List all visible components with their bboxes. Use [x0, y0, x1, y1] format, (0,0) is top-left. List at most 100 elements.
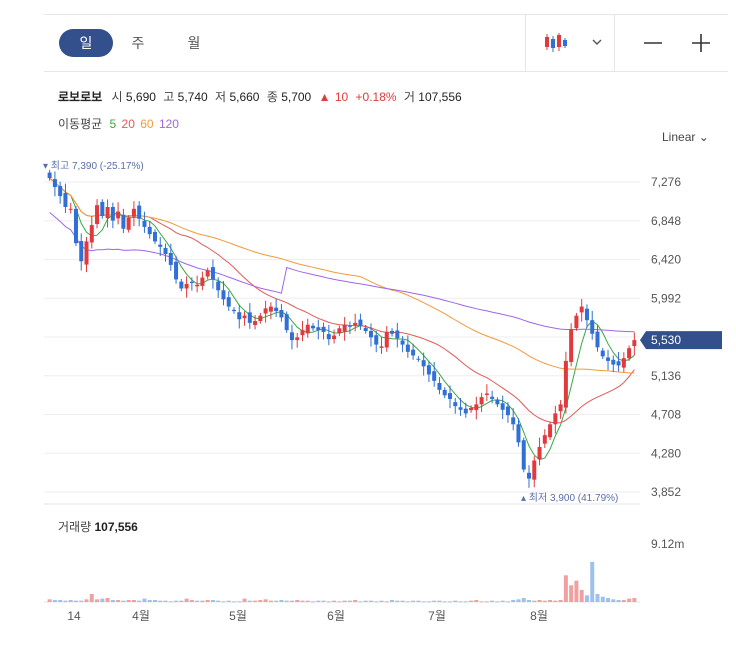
candle-body	[168, 252, 173, 265]
candle-body	[463, 408, 468, 414]
volume-bar	[358, 601, 363, 603]
candle-body	[237, 312, 242, 320]
candle-body	[258, 315, 263, 322]
volume-bar	[395, 600, 400, 602]
candle-body	[421, 360, 426, 367]
candle-body	[332, 335, 337, 340]
volume-bar	[189, 599, 194, 602]
candle-body	[395, 330, 400, 339]
volume-panel-value: 107,556	[94, 520, 138, 534]
volume-bar	[79, 600, 84, 602]
y-tick-label: 7,276	[651, 175, 681, 189]
ma-legend: 이동평균 5 20 60 120	[58, 115, 183, 132]
candle-body	[200, 277, 205, 286]
volume-bar	[100, 598, 105, 602]
volume-bar	[590, 561, 595, 602]
candle-body	[347, 325, 352, 327]
volume-bar	[353, 599, 358, 602]
candle-body	[311, 325, 316, 329]
candle-body	[152, 231, 157, 242]
candle-body	[527, 472, 532, 479]
candle-body	[232, 309, 237, 312]
candle-body	[184, 283, 189, 289]
scale-selector[interactable]: Linear ⌄	[662, 130, 709, 144]
volume-bar	[511, 599, 516, 602]
x-tick-label: 4월	[132, 609, 150, 623]
volume-bar	[621, 599, 626, 602]
volume-bar	[131, 599, 136, 602]
candle-body	[606, 357, 611, 361]
moving-average-lines	[49, 177, 635, 461]
minus-icon[interactable]	[642, 33, 664, 53]
candle-body	[563, 360, 568, 408]
volume-bar	[463, 601, 468, 603]
volume-bar	[232, 601, 237, 603]
volume-bar	[163, 600, 168, 602]
volume-bar	[616, 599, 621, 602]
chevron-down-icon[interactable]	[590, 35, 604, 49]
candle-body	[411, 349, 416, 356]
volume-bar	[553, 600, 558, 602]
toolbar-divider	[525, 15, 526, 71]
candle-body	[63, 192, 68, 207]
candle-body	[95, 205, 100, 225]
candle-body	[221, 290, 226, 300]
y-tick-label: 4,708	[651, 408, 681, 422]
candle-body	[553, 413, 558, 425]
grid	[44, 181, 640, 603]
y-tick-label: 4,280	[651, 446, 681, 460]
candle-body	[284, 314, 289, 331]
candles	[47, 169, 637, 488]
tab-week[interactable]: 주	[131, 35, 145, 51]
volume-bar	[332, 600, 337, 602]
volume-bar	[210, 599, 215, 602]
volume-bar	[537, 599, 542, 602]
high-value: 5,740	[177, 90, 208, 104]
volume-bar	[558, 599, 563, 602]
plus-icon[interactable]	[690, 33, 712, 53]
volume-bar	[379, 600, 384, 602]
close-value: 5,700	[281, 90, 312, 104]
volume-bar	[179, 600, 184, 602]
candle-body	[548, 424, 553, 438]
volume-bar	[527, 599, 532, 602]
volume-bar	[469, 600, 474, 602]
candle-body	[600, 350, 605, 357]
candle-body	[89, 225, 94, 243]
x-axis: 14 4월 5월 6월 7월 8월	[67, 609, 548, 623]
volume-bar	[632, 597, 637, 602]
candle-body	[558, 404, 563, 412]
close-label: 종	[266, 90, 278, 104]
candle-body	[627, 348, 632, 359]
candle-body	[105, 206, 110, 219]
change-arrow: ▲	[318, 90, 331, 104]
ma-line-60	[49, 177, 635, 374]
tab-day[interactable]: 일	[59, 29, 113, 57]
volume-bar	[584, 595, 589, 602]
volume-bar	[52, 599, 57, 602]
candle-body	[116, 211, 121, 219]
high-label: 고	[163, 90, 175, 104]
x-tick-label: 5월	[229, 609, 247, 623]
candle-body	[584, 308, 589, 321]
volume-bar	[495, 601, 500, 603]
volume-bar	[205, 599, 210, 602]
candle-body	[326, 334, 331, 340]
candle-body	[495, 400, 500, 405]
ma-line-120	[49, 212, 635, 333]
candlestick-icon[interactable]	[544, 31, 570, 55]
volume-bar	[126, 599, 131, 602]
candle-body	[179, 281, 184, 289]
candle-body	[358, 319, 363, 326]
volume-bar	[421, 601, 426, 603]
candle-body	[131, 208, 136, 217]
candle-body	[137, 205, 142, 219]
candle-body	[73, 208, 78, 244]
tab-month[interactable]: 월	[187, 35, 201, 51]
candle-body	[68, 208, 73, 210]
ma-line-5	[49, 177, 635, 461]
volume-bar	[116, 599, 121, 602]
y-tick-label: 5,992	[651, 291, 681, 305]
candle-body	[142, 220, 147, 227]
volume-bar	[174, 600, 179, 602]
